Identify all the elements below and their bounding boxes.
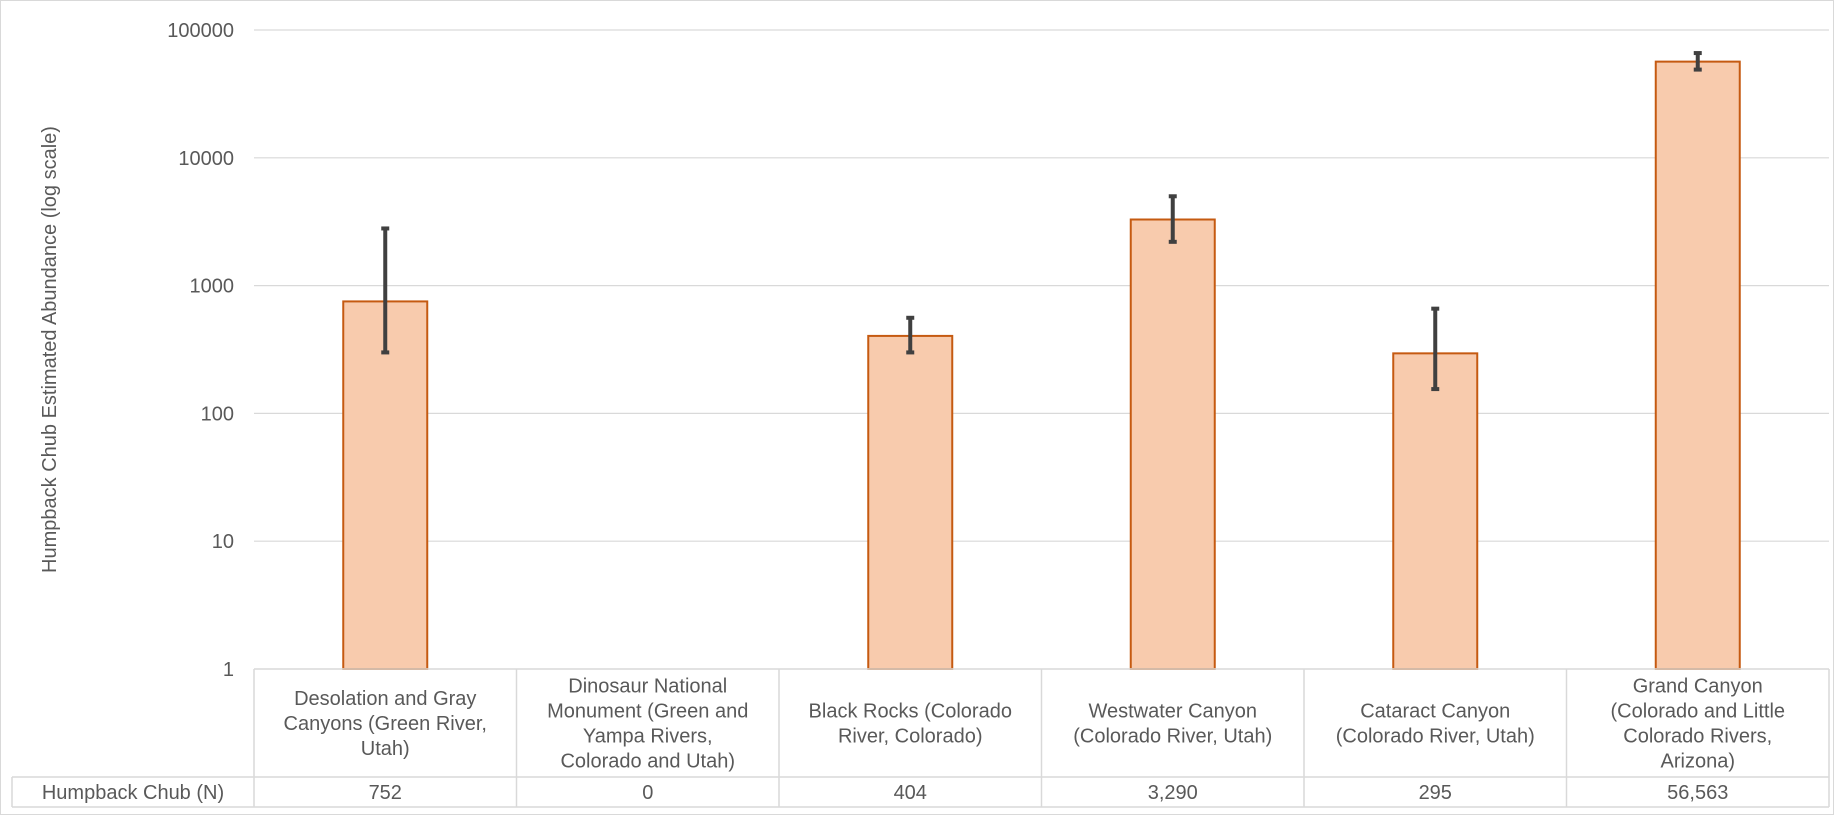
category-label-line: Westwater Canyon [1088,701,1257,723]
category-label-line: (Colorado and Little [1610,701,1785,723]
bar [342,300,429,670]
y-tick-label: 100 [201,403,234,425]
table-value-cell: 56,563 [1667,782,1728,804]
category-label-line: Colorado Rivers, [1623,726,1772,748]
table-row-header: Humpback Chub (N) [42,782,224,804]
category-label-line: Yampa Rivers, [583,726,713,748]
category-label-line: Black Rocks (Colorado [809,701,1012,723]
bar [867,334,954,670]
error-bars [381,51,1702,392]
bar [1129,218,1216,671]
category-label-line: (Colorado River, Utah) [1073,726,1272,748]
bar [1654,60,1741,671]
category-label-line: (Colorado River, Utah) [1336,726,1535,748]
category-label-line: Monument (Green and [547,701,748,723]
table-value-cell: 0 [642,782,653,804]
y-tick-label: 100000 [167,20,234,42]
category-label: Dinosaur National Monument (Green and Yamp… [547,676,748,773]
y-tick-label: 1 [223,659,234,681]
category-label-line: Utah) [361,738,410,760]
data-table: Desolation and Gray Canyons (Green River,… [11,668,1830,808]
category-label-line: Desolation and Gray [294,688,476,710]
table-value-cell: 295 [1419,782,1452,804]
y-axis-tick-labels: 1 10 100 1000 10000 100000 [167,20,234,681]
gridlines [254,29,1829,542]
category-label-line: Canyons (Green River, [284,713,487,735]
bars [342,60,1741,671]
category-label-line: Cataract Canyon [1360,701,1510,723]
category-label-line: Colorado and Utah) [560,751,735,773]
category-label-line: Dinosaur National [568,676,727,698]
category-label: Desolation and Gray Canyons (Green River,… [284,688,487,760]
category-label-line: Grand Canyon [1633,676,1763,698]
table-value-cell: 752 [369,782,402,804]
y-tick-label: 1000 [190,276,235,298]
y-tick-label: 10 [212,531,234,553]
y-tick-label: 10000 [178,148,234,170]
bar [1392,352,1479,670]
category-label: Cataract Canyon (Colorado River, Utah) [1336,701,1535,748]
category-label-line: Arizona) [1661,751,1735,773]
table-value-cell: 404 [894,782,927,804]
category-label: Westwater Canyon (Colorado River, Utah) [1073,701,1272,748]
category-label: Black Rocks (Colorado River, Colorado) [809,701,1012,748]
y-axis-title: Humpback Chub Estimated Abundance (log s… [39,126,61,573]
table-value-cell: 3,290 [1148,782,1198,804]
category-label-line: River, Colorado) [838,726,983,748]
category-label: Grand Canyon (Colorado and Little Colorado… [1610,676,1785,773]
